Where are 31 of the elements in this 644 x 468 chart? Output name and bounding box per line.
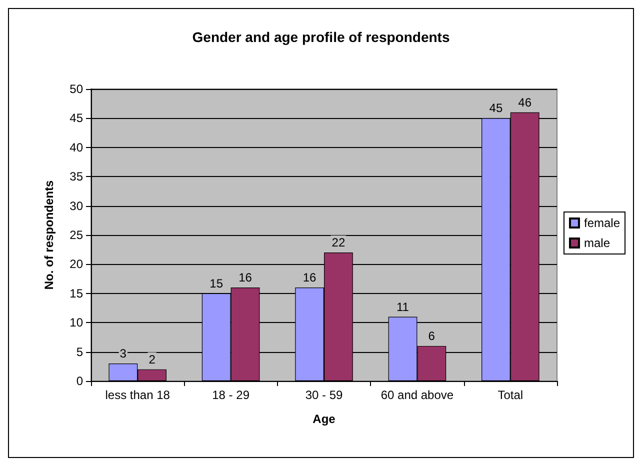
y-tick-label: 15 xyxy=(70,286,84,300)
y-tick-label: 10 xyxy=(70,316,84,330)
data-label: 46 xyxy=(518,95,532,110)
data-label: 22 xyxy=(332,236,346,250)
y-tick-label: 20 xyxy=(70,257,84,272)
y-tick-label: 5 xyxy=(76,344,84,359)
legend-label: female xyxy=(584,216,620,230)
x-axis-title: Age xyxy=(312,412,336,426)
data-label: 3 xyxy=(120,346,127,360)
y-axis-title: No. of respondents xyxy=(42,180,56,290)
x-tick-label: less than 18 xyxy=(105,388,170,402)
data-label: 15 xyxy=(210,276,224,290)
y-tick-label: 50 xyxy=(70,82,84,96)
y-tick-label: 45 xyxy=(70,111,84,126)
data-label: 11 xyxy=(396,300,410,314)
x-tick-label: 60 and above xyxy=(380,388,454,402)
chart-title: Gender and age profile of respondents xyxy=(192,29,450,45)
y-tick-label: 40 xyxy=(70,140,84,154)
data-label: 45 xyxy=(489,101,503,116)
y-tick-label: 0 xyxy=(76,374,84,388)
legend-label: male xyxy=(584,236,610,250)
y-tick-label: 35 xyxy=(70,170,84,184)
y-tick-label: 30 xyxy=(70,198,84,213)
y-tick-label: 25 xyxy=(70,228,84,242)
data-label: 2 xyxy=(148,352,156,366)
x-tick-label: 30 - 59 xyxy=(305,388,344,402)
data-label: 16 xyxy=(302,270,317,285)
data-label: 16 xyxy=(238,270,252,285)
x-tick-label: Total xyxy=(498,388,524,402)
x-tick-label: 18 - 29 xyxy=(212,388,250,402)
data-label: 6 xyxy=(428,328,436,343)
